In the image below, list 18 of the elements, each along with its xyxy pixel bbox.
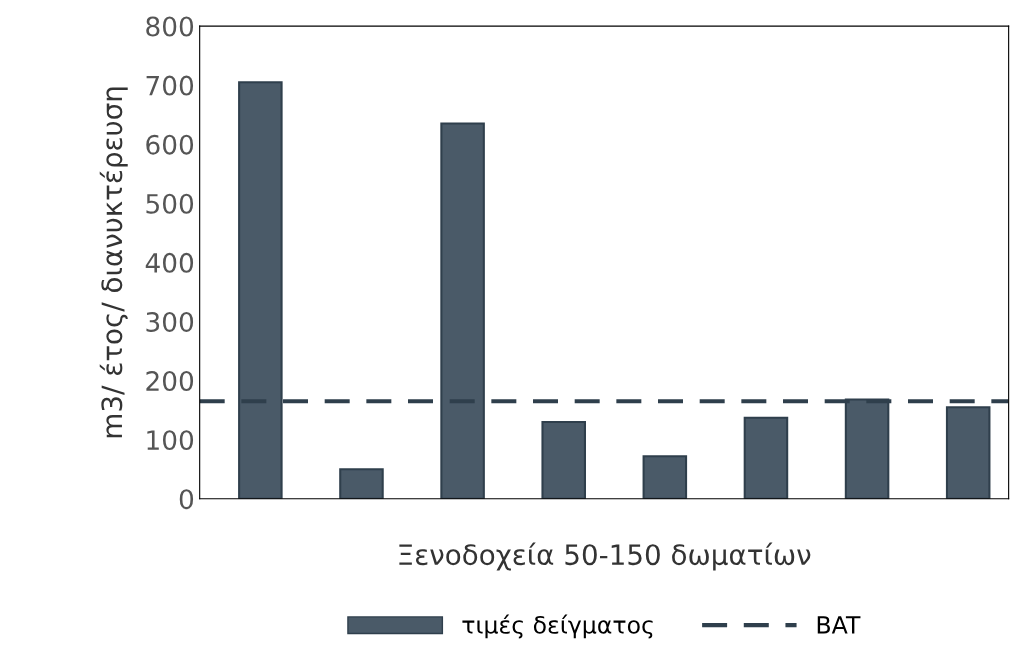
y-tick-label: 300 <box>146 311 194 332</box>
y-tick-label: 500 <box>146 193 194 214</box>
bar <box>642 455 688 499</box>
y-tick-label: 200 <box>146 371 194 392</box>
y-tick-label: 0 <box>179 489 194 510</box>
bar <box>339 468 384 499</box>
y-tick-label: 700 <box>146 75 194 96</box>
legend-label: BAT <box>817 616 861 634</box>
y-tick-label: 600 <box>146 134 194 155</box>
bar <box>945 406 991 499</box>
bar <box>541 420 586 499</box>
y-tick-label: 800 <box>146 16 194 37</box>
x-axis-title: Ξενοδοχεία 50-150 δωματίων <box>399 542 811 571</box>
y-tick-label: 100 <box>147 430 194 451</box>
legend-label: τιμές δείγματος <box>462 614 653 639</box>
bar <box>743 416 789 499</box>
y-axis-title: m3/ έτος/ διανυκτέρευση <box>99 87 128 438</box>
y-tick-label: 400 <box>145 252 194 273</box>
